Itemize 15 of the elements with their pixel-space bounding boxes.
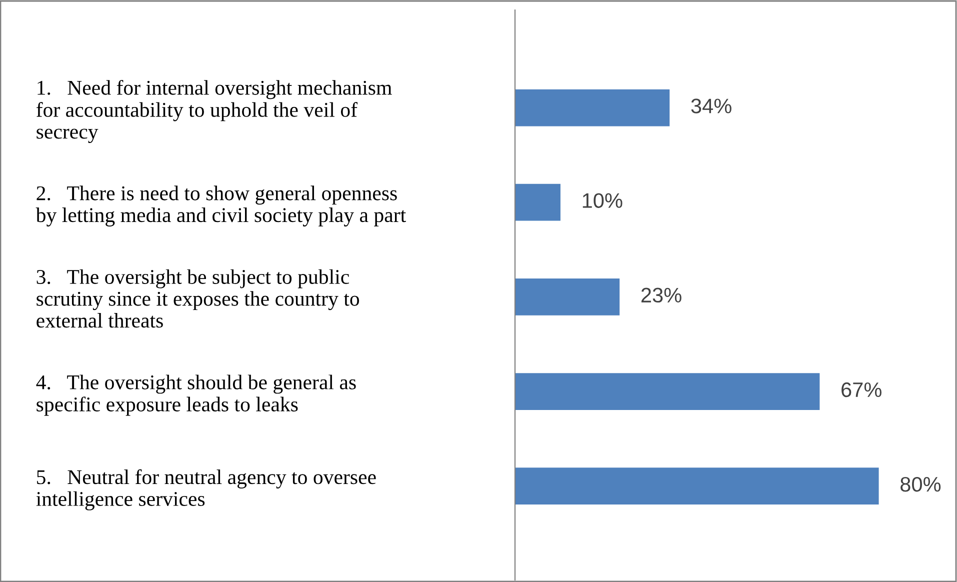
bar: [515, 278, 620, 316]
bar: [515, 468, 879, 505]
data-label: 23%: [641, 288, 682, 303]
data-label: 10%: [582, 193, 622, 208]
data-label: 67%: [842, 382, 882, 398]
y-tick-label: 3. The oversight be subject to public scrutiny since it exposes the country to external threats: [36, 269, 360, 328]
bar: [515, 89, 670, 126]
y-tick-label: 4. The oversight should be general as specific exposure leads to leaks: [36, 374, 356, 416]
bar: [515, 184, 560, 221]
data-label: 34%: [691, 98, 732, 114]
y-tick-label: 2. There is need to show general openness by letting media and civil society play a part: [36, 186, 406, 226]
y-tick-label: 5. Neutral for neutral agency to oversee intelligence services: [36, 469, 376, 510]
data-label: 80%: [900, 476, 941, 492]
bar: [515, 373, 820, 410]
y-tick-label: 1. Need for internal oversight mechanism for accountability to uphold the veil of secrecy: [36, 80, 392, 144]
